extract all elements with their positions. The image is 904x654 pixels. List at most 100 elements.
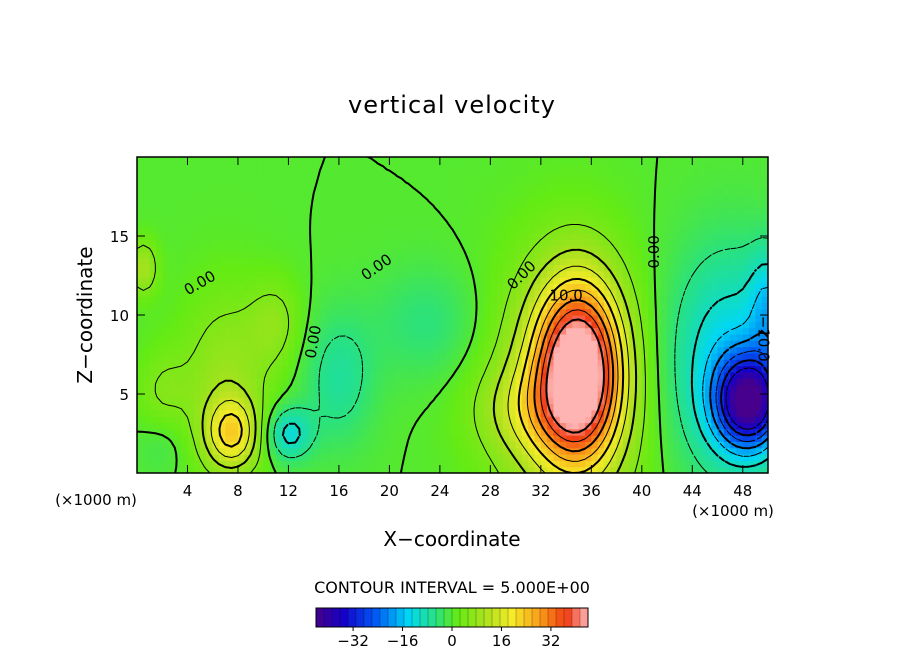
heatmap-cell bbox=[761, 397, 768, 405]
heatmap-cell bbox=[704, 245, 712, 253]
heatmap-cell bbox=[402, 207, 409, 215]
heatmap-cell bbox=[433, 378, 441, 386]
heatmap-cell bbox=[761, 289, 768, 297]
heatmap-cell bbox=[250, 371, 258, 379]
heatmap-cell bbox=[711, 207, 719, 215]
heatmap-cell bbox=[761, 194, 768, 202]
heatmap-cell bbox=[414, 258, 422, 266]
heatmap-cell bbox=[730, 296, 738, 303]
heatmap-cell bbox=[603, 441, 611, 449]
heatmap-cell bbox=[256, 213, 264, 221]
heatmap-cell bbox=[427, 226, 435, 234]
heatmap-cell bbox=[509, 359, 517, 367]
heatmap-cell bbox=[749, 163, 756, 171]
heatmap-cell bbox=[282, 232, 290, 240]
heatmap-cell bbox=[572, 365, 580, 373]
heatmap-cell bbox=[357, 264, 365, 272]
heatmap-cell bbox=[711, 327, 719, 335]
heatmap-cell bbox=[200, 352, 208, 360]
heatmap-cell bbox=[458, 333, 466, 341]
heatmap-cell bbox=[515, 258, 523, 266]
heatmap-cell bbox=[572, 157, 580, 164]
heatmap-cell bbox=[326, 264, 334, 272]
heatmap-cell bbox=[420, 277, 428, 284]
heatmap-cell bbox=[679, 454, 687, 461]
heatmap-cell bbox=[490, 296, 498, 303]
heatmap-cell bbox=[610, 302, 618, 310]
heatmap-cell bbox=[319, 447, 327, 455]
heatmap-cell bbox=[275, 169, 283, 177]
heatmap-cell bbox=[326, 302, 334, 310]
heatmap-cell bbox=[181, 277, 189, 284]
heatmap-cell bbox=[433, 359, 441, 367]
heatmap-cell bbox=[648, 163, 656, 171]
heatmap-cell bbox=[155, 378, 163, 386]
heatmap-cell bbox=[206, 201, 214, 209]
heatmap-cell bbox=[389, 460, 397, 468]
heatmap-cell bbox=[660, 359, 668, 367]
heatmap-cell bbox=[723, 302, 731, 310]
heatmap-cell bbox=[528, 157, 536, 164]
heatmap-cell bbox=[294, 397, 302, 405]
heatmap-cell bbox=[641, 289, 649, 297]
heatmap-cell bbox=[692, 378, 700, 386]
heatmap-cell bbox=[137, 270, 144, 278]
heatmap-cell bbox=[477, 346, 485, 354]
heatmap-cell bbox=[477, 251, 485, 259]
heatmap-cell bbox=[547, 397, 555, 405]
heatmap-cell bbox=[559, 340, 567, 348]
heatmap-cell bbox=[730, 188, 738, 196]
heatmap-cell bbox=[389, 409, 397, 417]
heatmap-cell bbox=[578, 321, 586, 329]
heatmap-cell bbox=[269, 182, 277, 190]
heatmap-cell bbox=[641, 194, 649, 202]
heatmap-cell bbox=[723, 321, 731, 329]
heatmap-cell bbox=[717, 207, 725, 215]
heatmap-cell bbox=[345, 359, 353, 367]
heatmap-cell bbox=[673, 441, 681, 449]
heatmap-cell bbox=[269, 403, 277, 411]
heatmap-cell bbox=[717, 378, 725, 386]
heatmap-cell bbox=[578, 416, 586, 424]
heatmap-cell bbox=[540, 365, 548, 373]
heatmap-cell bbox=[730, 207, 738, 215]
heatmap-cell bbox=[168, 213, 176, 221]
heatmap-cell bbox=[402, 226, 409, 234]
heatmap-cell bbox=[338, 371, 346, 379]
heatmap-cell bbox=[256, 466, 264, 473]
heatmap-cell bbox=[389, 308, 397, 316]
heatmap-cell bbox=[237, 194, 245, 202]
heatmap-cell bbox=[566, 359, 573, 367]
heatmap-cell bbox=[162, 454, 170, 461]
heatmap-cell bbox=[641, 460, 649, 468]
heatmap-cell bbox=[143, 270, 151, 278]
heatmap-cell bbox=[698, 416, 706, 424]
heatmap-cell bbox=[200, 333, 208, 341]
heatmap-cell bbox=[263, 441, 271, 449]
heatmap-cell bbox=[301, 384, 308, 392]
heatmap-cell bbox=[717, 239, 725, 247]
heatmap-cell bbox=[559, 277, 567, 284]
heatmap-cell bbox=[389, 435, 397, 442]
heatmap-cell bbox=[370, 194, 378, 202]
heatmap-cell bbox=[319, 264, 327, 272]
heatmap-cell bbox=[496, 251, 504, 259]
heatmap-cell bbox=[370, 251, 378, 259]
heatmap-cell bbox=[667, 321, 674, 329]
heatmap-cell bbox=[187, 435, 195, 442]
heatmap-cell bbox=[704, 169, 712, 177]
heatmap-cell bbox=[723, 157, 731, 164]
heatmap-cell bbox=[168, 296, 176, 303]
heatmap-cell bbox=[603, 232, 611, 240]
heatmap-cell bbox=[200, 390, 208, 398]
heatmap-cell bbox=[237, 315, 245, 322]
heatmap-cell bbox=[338, 359, 346, 367]
heatmap-cell bbox=[477, 226, 485, 234]
heatmap-cell bbox=[313, 245, 321, 253]
heatmap-cell bbox=[244, 258, 252, 266]
heatmap-cell bbox=[572, 460, 580, 468]
heatmap-cell bbox=[629, 226, 637, 234]
heatmap-cell bbox=[143, 460, 151, 468]
heatmap-cell bbox=[547, 220, 555, 228]
